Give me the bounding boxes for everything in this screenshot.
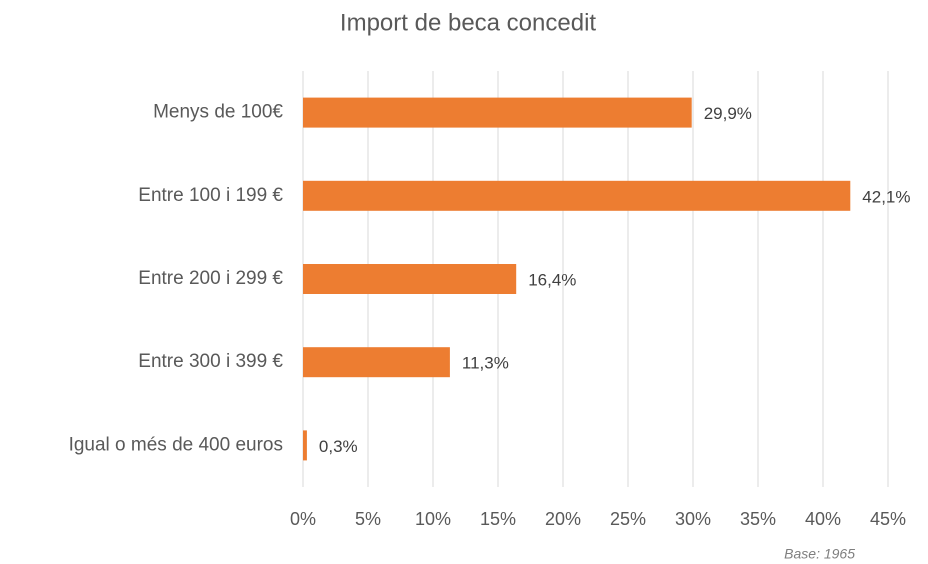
data-label: 29,9%	[704, 104, 752, 123]
data-label: 0,3%	[319, 437, 358, 456]
bar	[303, 347, 450, 378]
y-tick-label: Entre 300 i 399 €	[138, 351, 283, 372]
x-tick-label: 5%	[355, 509, 381, 529]
x-tick-label: 25%	[610, 509, 646, 529]
annotation: Base: 1965	[784, 546, 855, 562]
x-tick-label: 45%	[870, 509, 906, 529]
x-tick-label: 40%	[805, 509, 841, 529]
bar	[303, 97, 692, 128]
data-label: 42,1%	[862, 187, 910, 206]
data-label: 11,3%	[462, 354, 509, 373]
x-tick-label: 35%	[740, 509, 776, 529]
bar	[303, 180, 851, 211]
x-tick-label: 10%	[415, 509, 451, 529]
y-tick-label: Entre 100 i 199 €	[138, 185, 283, 206]
x-tick-label: 0%	[290, 509, 316, 529]
x-tick-label: 15%	[480, 509, 516, 529]
y-tick-label: Igual o més de 400 euros	[69, 434, 283, 455]
data-label: 16,4%	[528, 270, 576, 289]
bar	[303, 264, 517, 294]
x-tick-label: 30%	[675, 509, 711, 529]
y-tick-label: Menys de 100€	[153, 102, 283, 123]
x-tick-label: 20%	[545, 509, 581, 529]
chart-title: Import de beca concedit	[340, 9, 596, 36]
y-tick-label: Entre 200 i 299 €	[138, 268, 283, 289]
bar	[303, 430, 307, 461]
